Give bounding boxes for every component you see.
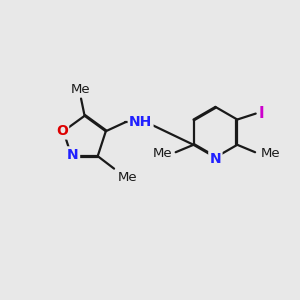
Text: Me: Me [260,147,280,160]
Text: Me: Me [71,82,91,96]
Text: O: O [56,124,68,138]
Text: I: I [258,106,264,121]
Text: N: N [67,148,79,162]
Text: Me: Me [118,171,137,184]
Text: N: N [210,152,221,166]
Text: NH: NH [129,115,152,129]
Text: Me: Me [152,147,172,160]
